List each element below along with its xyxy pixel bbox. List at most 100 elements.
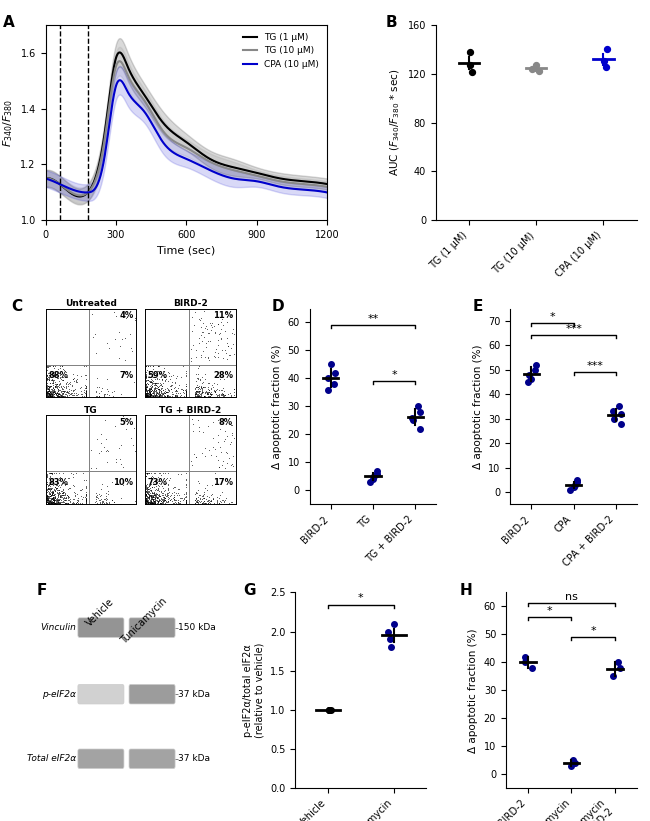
Point bbox=[81, 387, 92, 400]
Point bbox=[52, 387, 62, 400]
Point bbox=[151, 391, 161, 404]
Point bbox=[142, 493, 152, 506]
Point bbox=[106, 498, 116, 511]
Point bbox=[141, 488, 151, 501]
Point bbox=[92, 491, 102, 504]
Point bbox=[41, 386, 51, 399]
Point bbox=[91, 490, 101, 503]
Point bbox=[191, 451, 202, 464]
Point bbox=[152, 492, 162, 505]
Point bbox=[140, 373, 151, 386]
Point bbox=[62, 388, 73, 401]
Point bbox=[146, 489, 156, 502]
Point bbox=[151, 388, 161, 401]
Point bbox=[58, 387, 68, 400]
Point bbox=[46, 496, 56, 509]
Point bbox=[42, 493, 53, 507]
Point bbox=[144, 384, 154, 397]
Point bbox=[157, 372, 168, 385]
Point bbox=[50, 481, 60, 494]
Point bbox=[146, 490, 156, 503]
Point bbox=[141, 380, 151, 393]
Point bbox=[46, 488, 57, 502]
Text: ***: *** bbox=[586, 360, 603, 370]
Point bbox=[175, 389, 185, 402]
Point bbox=[45, 470, 55, 483]
Point bbox=[120, 354, 131, 367]
Point bbox=[148, 470, 158, 484]
Point bbox=[150, 381, 160, 394]
Point bbox=[192, 387, 202, 400]
Point bbox=[155, 497, 166, 510]
Point bbox=[47, 383, 58, 397]
Legend: TG (1 μM), TG (10 μM), CPA (10 μM): TG (1 μM), TG (10 μM), CPA (10 μM) bbox=[240, 29, 322, 72]
Point bbox=[190, 391, 200, 404]
Point bbox=[179, 387, 189, 400]
Point bbox=[145, 488, 155, 502]
Point bbox=[228, 322, 239, 335]
Point bbox=[117, 332, 127, 345]
Point bbox=[40, 484, 51, 497]
Point bbox=[147, 488, 157, 502]
Point bbox=[42, 493, 52, 507]
Point bbox=[142, 466, 153, 479]
Point bbox=[192, 390, 202, 403]
Point bbox=[200, 368, 211, 381]
Point bbox=[53, 466, 64, 479]
Point bbox=[146, 489, 157, 502]
Point bbox=[51, 498, 62, 511]
Point bbox=[159, 493, 169, 507]
Point bbox=[47, 485, 58, 498]
Point bbox=[41, 391, 51, 404]
Point bbox=[205, 494, 215, 507]
Point bbox=[143, 373, 153, 386]
Point bbox=[44, 380, 55, 393]
Point bbox=[194, 384, 204, 397]
Point bbox=[201, 336, 211, 349]
Point bbox=[107, 390, 118, 403]
Point bbox=[199, 494, 209, 507]
Point bbox=[199, 391, 209, 404]
Point bbox=[140, 480, 151, 493]
Point bbox=[51, 493, 62, 507]
Point bbox=[43, 386, 53, 399]
Point bbox=[193, 493, 203, 506]
Point bbox=[50, 379, 60, 392]
Point bbox=[202, 303, 213, 316]
Point bbox=[64, 493, 75, 507]
Point bbox=[47, 390, 57, 403]
Point bbox=[145, 495, 155, 508]
Point bbox=[53, 385, 63, 398]
Point bbox=[142, 360, 153, 373]
Point bbox=[142, 383, 152, 397]
Point bbox=[49, 483, 59, 496]
Point bbox=[72, 488, 83, 501]
Point bbox=[55, 490, 65, 503]
Point bbox=[41, 480, 51, 493]
Point bbox=[81, 388, 92, 401]
Point bbox=[163, 492, 174, 505]
Point bbox=[140, 388, 151, 401]
Point bbox=[160, 488, 170, 502]
Point bbox=[195, 389, 205, 402]
Point bbox=[43, 481, 53, 494]
Point bbox=[187, 459, 197, 472]
Point bbox=[44, 473, 55, 486]
Point bbox=[45, 377, 55, 390]
Point bbox=[153, 496, 164, 509]
Point bbox=[63, 379, 73, 392]
Point bbox=[53, 496, 63, 509]
Point bbox=[230, 389, 240, 402]
Point bbox=[57, 370, 67, 383]
Point bbox=[42, 483, 52, 496]
Point bbox=[150, 489, 160, 502]
Point bbox=[49, 497, 60, 510]
Point bbox=[46, 498, 57, 511]
Point bbox=[42, 387, 52, 400]
Point bbox=[104, 495, 114, 508]
Point bbox=[198, 488, 209, 502]
Point bbox=[46, 382, 57, 395]
Point bbox=[44, 389, 55, 402]
Point bbox=[227, 427, 237, 440]
Point bbox=[140, 488, 151, 502]
